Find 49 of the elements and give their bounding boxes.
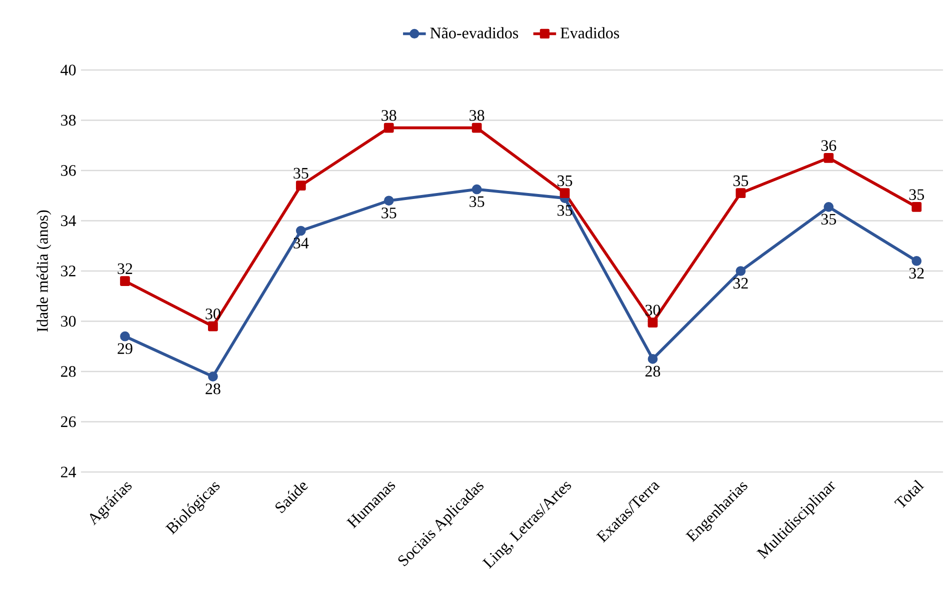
data-label: 32 — [909, 268, 924, 279]
data-label: 35 — [294, 168, 308, 179]
point — [120, 276, 130, 286]
point — [120, 331, 130, 342]
point — [648, 354, 658, 364]
point — [912, 256, 922, 266]
point — [472, 184, 482, 194]
data-label: 35 — [470, 196, 484, 208]
point — [824, 153, 834, 163]
point — [384, 196, 394, 206]
legend-label: Evadidos — [560, 27, 620, 38]
point — [736, 266, 746, 276]
data-label: 35 — [733, 175, 748, 186]
y-tick-label: 24 — [61, 466, 76, 478]
data-label: 35 — [909, 189, 924, 200]
y-tick-label: 30 — [61, 316, 76, 327]
y-tick-label: 36 — [61, 165, 76, 176]
point — [560, 188, 570, 198]
y-axis-title: Idade média (anos) — [36, 210, 52, 332]
data-label: 29 — [118, 343, 132, 354]
y-tick-label: 26 — [61, 416, 76, 428]
data-label: 35 — [821, 214, 836, 225]
data-label: 35 — [382, 208, 396, 218]
y-tick-label: 38 — [61, 114, 76, 126]
point — [648, 318, 658, 328]
point — [912, 202, 922, 212]
data-label: 36 — [821, 140, 836, 151]
data-label: 38 — [382, 110, 396, 121]
point — [736, 188, 746, 198]
data-label: 38 — [470, 110, 484, 121]
legend-label: Não-evadidos — [430, 27, 518, 38]
data-label: 32 — [733, 278, 748, 289]
point — [824, 202, 834, 212]
point — [472, 122, 482, 133]
point — [296, 180, 306, 191]
point — [296, 226, 306, 236]
point — [208, 321, 218, 332]
y-tick-label: 34 — [61, 215, 76, 226]
data-label: 34 — [294, 238, 309, 248]
data-label: 35 — [558, 175, 572, 186]
data-label: 30 — [646, 304, 660, 316]
data-label: 28 — [645, 366, 660, 377]
data-label: 28 — [206, 383, 220, 394]
data-label: 32 — [118, 263, 132, 274]
y-tick-label: 28 — [61, 366, 76, 377]
y-tick-label: 40 — [60, 64, 76, 76]
point — [208, 372, 218, 382]
point — [384, 122, 394, 133]
y-tick-label: 32 — [61, 266, 76, 276]
